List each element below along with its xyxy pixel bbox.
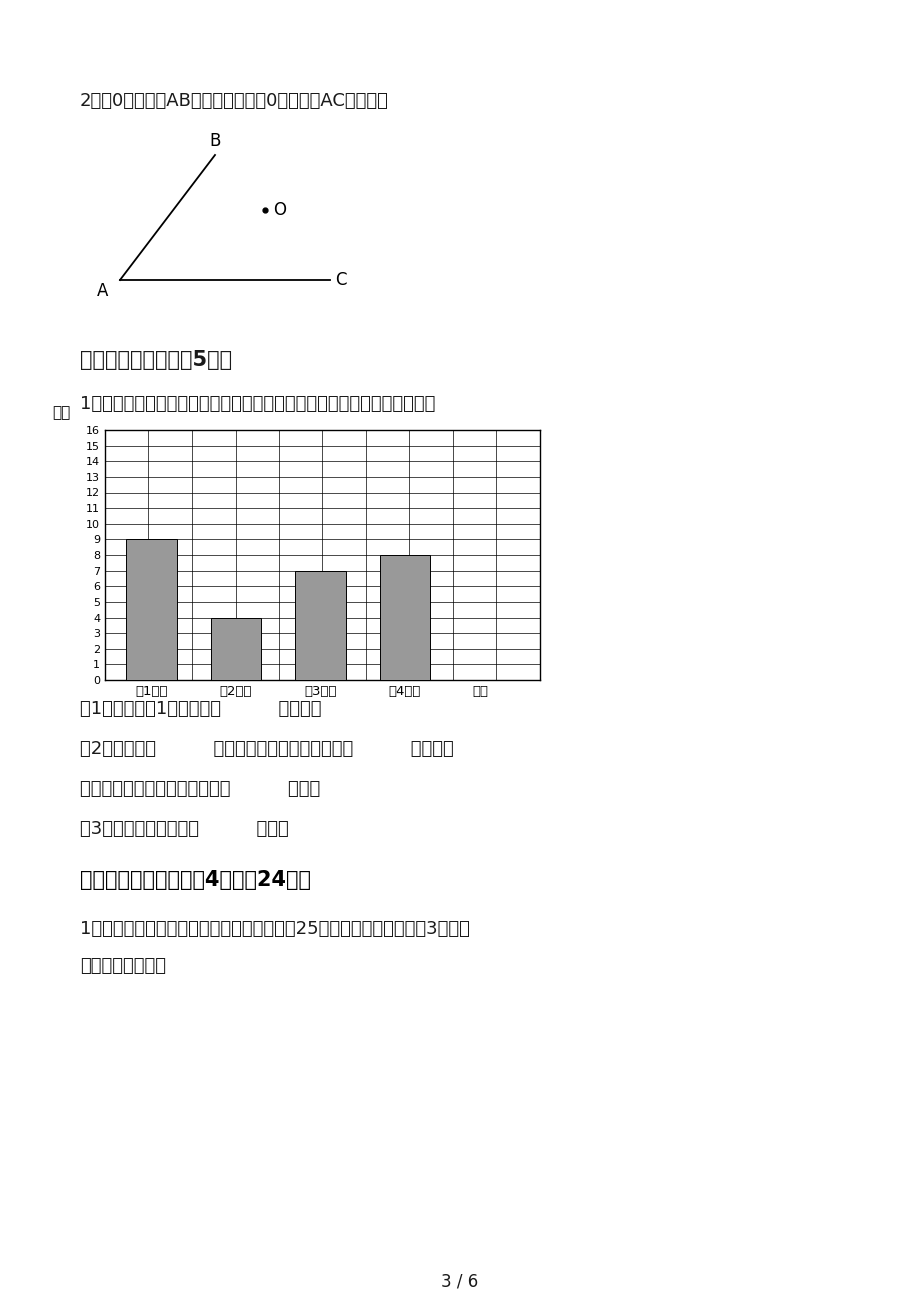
Text: ）班的同学植树最少，只植了（          ）棵。: ）班的同学植树最少，只植了（ ）棵。: [80, 780, 320, 798]
Text: C: C: [335, 271, 346, 289]
Text: 、女生各多少人？: 、女生各多少人？: [80, 957, 165, 975]
Y-axis label: 棵树: 棵树: [52, 405, 71, 421]
Bar: [295, 570, 346, 680]
Text: （1）统计图中1小格代表（          ）棵树。: （1）统计图中1小格代表（ ）棵树。: [80, 700, 321, 717]
Bar: [210, 617, 261, 680]
Text: （2）四年级（          ）班的同学植树最多，达到（          ）棵；（: （2）四年级（ ）班的同学植树最多，达到（ ）棵；（: [80, 740, 453, 758]
Text: （3）每个班平均植树（          ）棵。: （3）每个班平均植树（ ）棵。: [80, 820, 289, 838]
Bar: [126, 539, 176, 680]
Text: 2、过0点画射线AB的平行线；再过0点画射线AC的垂线。: 2、过0点画射线AB的平行线；再过0点画射线AC的垂线。: [80, 92, 389, 109]
Bar: [380, 555, 430, 680]
Text: 七、解决问题。（每题4分，全24分）: 七、解决问题。（每题4分，全24分）: [80, 870, 311, 891]
Text: 1、下面是某学校四年级的植树情况统计图，根据统计图回答下面的问题。: 1、下面是某学校四年级的植树情况统计图，根据统计图回答下面的问题。: [80, 395, 435, 413]
Text: B: B: [210, 132, 221, 150]
Text: A: A: [96, 283, 108, 299]
Text: O: O: [273, 201, 286, 219]
Text: 六、统计图表。（八5分）: 六、统计图表。（八5分）: [80, 350, 232, 370]
Text: 1、幸福小学四年级垃圾分类宣传志愿者共有25人，其中男生比女生多3人，男: 1、幸福小学四年级垃圾分类宣传志愿者共有25人，其中男生比女生多3人，男: [80, 921, 470, 937]
Text: 3 / 6: 3 / 6: [441, 1272, 478, 1290]
